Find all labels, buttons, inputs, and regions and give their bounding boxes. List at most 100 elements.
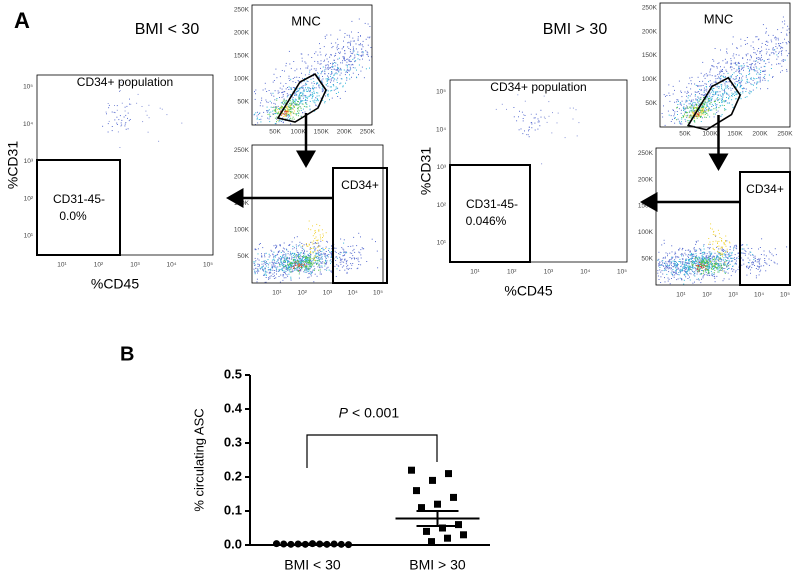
event-dot	[738, 266, 740, 268]
event-dot	[736, 69, 738, 71]
event-dot	[305, 256, 307, 258]
event-dot	[265, 263, 266, 265]
event-dot	[348, 64, 350, 65]
event-dot	[726, 48, 728, 50]
event-dot	[721, 269, 723, 271]
event-dot	[775, 39, 777, 41]
event-dot	[302, 92, 304, 94]
event-dot	[671, 273, 673, 275]
event-dot	[706, 75, 708, 77]
event-dot	[703, 94, 705, 96]
event-dot	[301, 266, 303, 268]
event-dot	[675, 273, 677, 275]
event-dot	[675, 264, 677, 266]
event-dot	[345, 82, 346, 84]
event-dot	[303, 244, 305, 246]
event-dot	[285, 114, 287, 116]
y-tick-label: 50K	[237, 253, 249, 260]
event-dot	[314, 268, 316, 270]
event-dot	[281, 268, 283, 270]
event-dot	[322, 261, 324, 263]
event-dot	[707, 247, 709, 249]
event-dot	[777, 37, 779, 39]
event-dot	[694, 83, 696, 85]
event-dot	[343, 56, 345, 58]
event-dot	[269, 114, 271, 116]
event-dot	[321, 86, 323, 88]
event-dot	[297, 106, 299, 108]
event-dot	[715, 82, 717, 83]
event-dot	[288, 86, 290, 88]
event-dot	[786, 246, 788, 248]
event-dot	[676, 119, 678, 121]
event-dot	[371, 238, 373, 240]
event-dot	[754, 52, 756, 54]
event-dot	[284, 260, 286, 262]
event-dot	[693, 274, 695, 276]
event-dot	[662, 273, 664, 275]
event-dot	[757, 265, 759, 267]
event-dot	[350, 64, 352, 66]
event-dot	[728, 254, 730, 256]
event-dot	[317, 76, 319, 78]
event-dot	[335, 52, 337, 54]
event-dot	[752, 89, 754, 91]
event-dot	[676, 265, 678, 267]
event-dot	[710, 258, 711, 259]
event-dot	[738, 82, 740, 84]
event-dot	[699, 81, 701, 82]
event-dot	[311, 88, 313, 90]
event-dot	[312, 225, 313, 227]
event-dot	[705, 266, 707, 268]
event-dot	[722, 93, 724, 95]
event-dot	[701, 260, 703, 262]
event-dot	[352, 51, 354, 53]
event-dot	[671, 264, 672, 266]
event-dot	[349, 56, 351, 58]
event-dot	[321, 254, 323, 256]
event-dot	[298, 252, 299, 254]
event-dot	[300, 260, 302, 262]
event-dot	[756, 57, 758, 59]
event-dot	[306, 100, 308, 102]
event-dot	[364, 22, 366, 24]
event-dot	[329, 56, 331, 58]
event-dot	[679, 122, 681, 124]
event-dot	[755, 63, 757, 65]
event-dot	[722, 96, 724, 98]
event-dot	[742, 57, 744, 59]
event-dot	[712, 248, 714, 250]
event-dot	[282, 275, 284, 277]
event-dot	[318, 245, 320, 247]
event-dot	[108, 104, 110, 106]
event-dot	[309, 71, 311, 73]
event-dot	[758, 261, 760, 263]
event-dot	[300, 261, 302, 263]
event-dot	[735, 70, 737, 72]
event-dot	[683, 264, 685, 265]
event-dot	[668, 271, 670, 273]
event-dot	[286, 107, 288, 109]
event-dot	[341, 247, 343, 249]
event-dot	[325, 65, 327, 66]
event-dot	[664, 124, 666, 126]
event-dot	[776, 58, 778, 60]
event-dot	[707, 97, 709, 99]
event-dot	[699, 85, 701, 87]
event-dot	[292, 270, 294, 272]
event-dot	[733, 257, 735, 259]
event-dot	[330, 74, 332, 75]
event-dot	[716, 246, 718, 247]
event-dot	[264, 267, 266, 269]
event-dot	[684, 273, 686, 275]
event-dot	[749, 265, 751, 267]
event-dot	[727, 272, 729, 274]
event-dot	[346, 79, 348, 81]
event-dot	[675, 265, 677, 267]
event-dot	[116, 109, 118, 111]
event-dot	[275, 111, 277, 113]
event-dot	[273, 95, 275, 97]
event-dot	[739, 77, 740, 79]
event-dot	[352, 49, 354, 51]
event-dot	[327, 256, 329, 258]
